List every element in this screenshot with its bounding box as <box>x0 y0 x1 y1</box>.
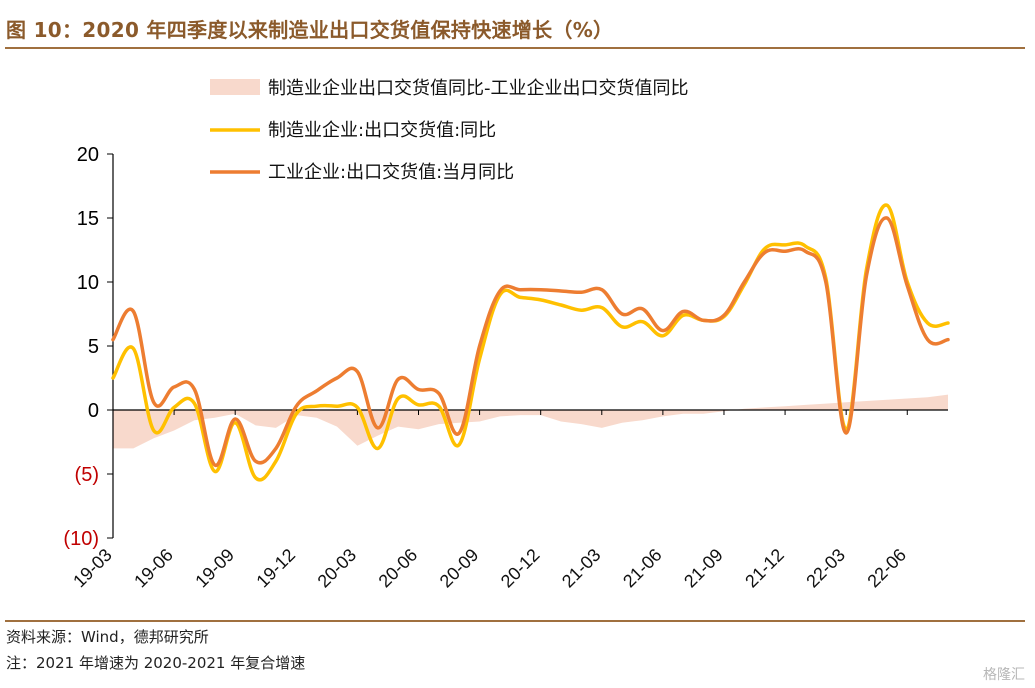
x-tick-label: 21-03 <box>558 545 605 592</box>
legend-label-industrial: 工业企业:出口交货值:当月同比 <box>268 162 514 183</box>
chart: 制造业企业出口交货值同比-工业企业出口交货值同比制造业企业:出口交货值:同比工业… <box>63 78 950 592</box>
chart-axes <box>107 153 948 539</box>
x-tick-label: 22-06 <box>863 545 910 592</box>
x-tick-label: 21-12 <box>741 545 788 592</box>
x-tick-label: 20-03 <box>314 545 361 592</box>
y-tick-label: 10 <box>77 272 99 294</box>
x-tick-label: 20-09 <box>436 545 483 592</box>
figure-title: 图 10：2020 年四季度以来制造业出口交货值保持快速增长（%） <box>6 18 614 42</box>
area-layer <box>113 394 948 449</box>
bottom-rule <box>5 620 1025 622</box>
line-series-industrial <box>111 216 950 467</box>
y-tick-label: 20 <box>77 144 99 166</box>
line-series-manufacturing <box>111 203 950 482</box>
x-tick-label: 20-06 <box>375 545 422 592</box>
chart-legend: 制造业企业出口交货值同比-工业企业出口交货值同比制造业企业:出口交货值:同比工业… <box>210 78 689 183</box>
x-axis-ticks: 19-03 19-06 19-09 19-12 20-03 20-06 20-09 20-12… <box>69 545 910 592</box>
area-series-diff <box>113 394 948 449</box>
legend-label-manufacturing: 制造业企业:出口交货值:同比 <box>268 120 496 141</box>
y-tick-label: 5 <box>88 336 99 358</box>
x-tick-label: 19-06 <box>130 545 177 592</box>
x-tick-label: 19-09 <box>191 545 238 592</box>
x-tick-label: 21-09 <box>680 545 727 592</box>
y-tick-label: 15 <box>77 208 99 230</box>
x-tick-label: 19-12 <box>252 545 299 592</box>
y-tick-label: (5) <box>75 464 99 486</box>
x-tick-label: 19-03 <box>69 545 116 592</box>
footnote: 注：2021 年增速为 2020-2021 年复合增速 <box>6 654 306 672</box>
x-tick-label: 21-06 <box>619 545 666 592</box>
top-rule <box>5 47 1025 49</box>
legend-label-diff: 制造业企业出口交货值同比-工业企业出口交货值同比 <box>268 78 689 99</box>
source-note: 资料来源：Wind，德邦研究所 <box>6 628 209 646</box>
watermark: 格隆汇 <box>983 667 1025 683</box>
line-layer <box>111 203 950 482</box>
legend-swatch-diff <box>210 79 260 95</box>
y-tick-label: (10) <box>63 528 99 550</box>
x-tick-label: 20-12 <box>497 545 544 592</box>
y-axis-ticks: 20 15 10 5 0 (5) (10) <box>63 144 99 550</box>
x-tick-label: 22-03 <box>802 545 849 592</box>
y-tick-label: 0 <box>88 400 99 422</box>
